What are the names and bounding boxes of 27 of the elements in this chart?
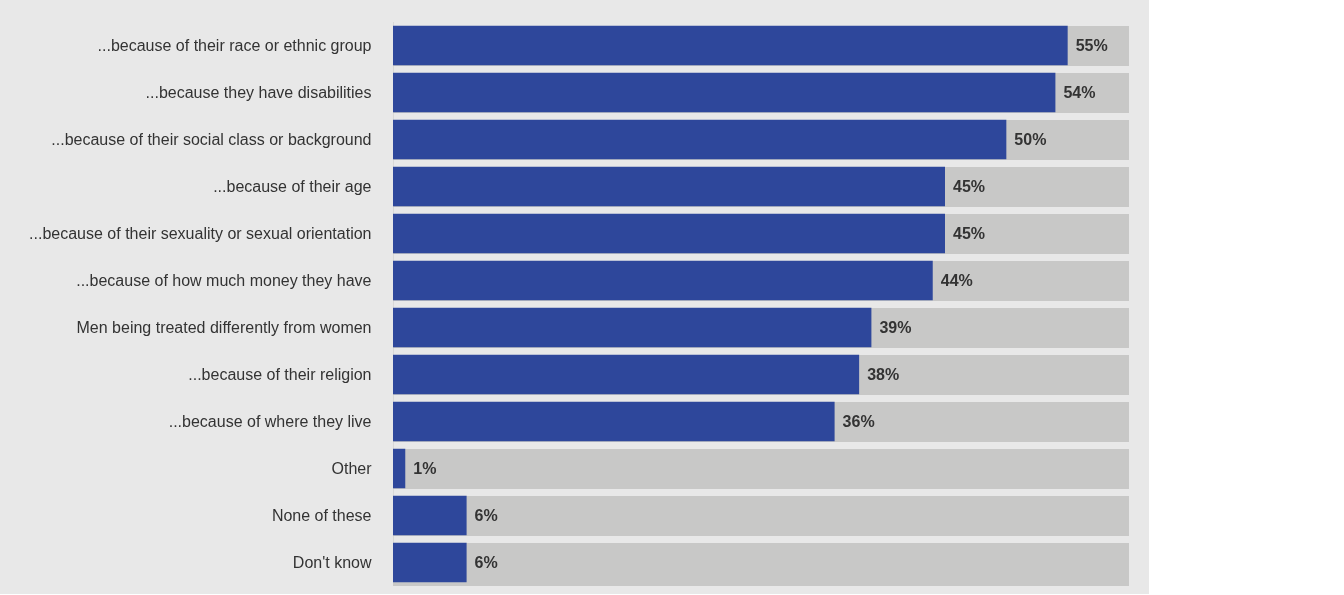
data-label: 36% <box>842 412 875 430</box>
y-tick-label: ...because of their social class or background <box>51 130 372 148</box>
bar <box>393 495 467 536</box>
y-tick-label: ...because of how much money they have <box>76 271 372 289</box>
data-label: 6% <box>474 553 498 571</box>
data-label: 1% <box>413 459 437 477</box>
bar <box>393 448 406 489</box>
y-tick-label: ...because they have disabilities <box>145 83 372 101</box>
y-tick-label: ...because of where they live <box>168 412 372 430</box>
data-label: 39% <box>879 318 912 336</box>
y-tick-label: None of these <box>271 506 372 524</box>
y-tick-label: ...because of their race or ethnic group <box>97 36 372 54</box>
data-label: 38% <box>867 365 900 383</box>
y-tick-label: ...because of their religion <box>188 365 372 383</box>
y-tick-label: Don't know <box>292 553 372 571</box>
data-label: 50% <box>1014 130 1047 148</box>
bar <box>393 542 467 583</box>
data-label: 55% <box>1075 36 1108 54</box>
y-tick-label: Men being treated differently from women <box>76 318 372 336</box>
data-label: 54% <box>1063 83 1096 101</box>
data-label: 45% <box>953 224 986 242</box>
data-label: 45% <box>953 177 986 195</box>
data-label: 44% <box>940 271 973 289</box>
y-tick-label: ...because of their sexuality or sexual orientation <box>29 224 372 242</box>
data-label: 6% <box>474 506 498 524</box>
y-tick-label: ...because of their age <box>213 177 372 195</box>
y-tick-label: Other <box>331 459 373 477</box>
